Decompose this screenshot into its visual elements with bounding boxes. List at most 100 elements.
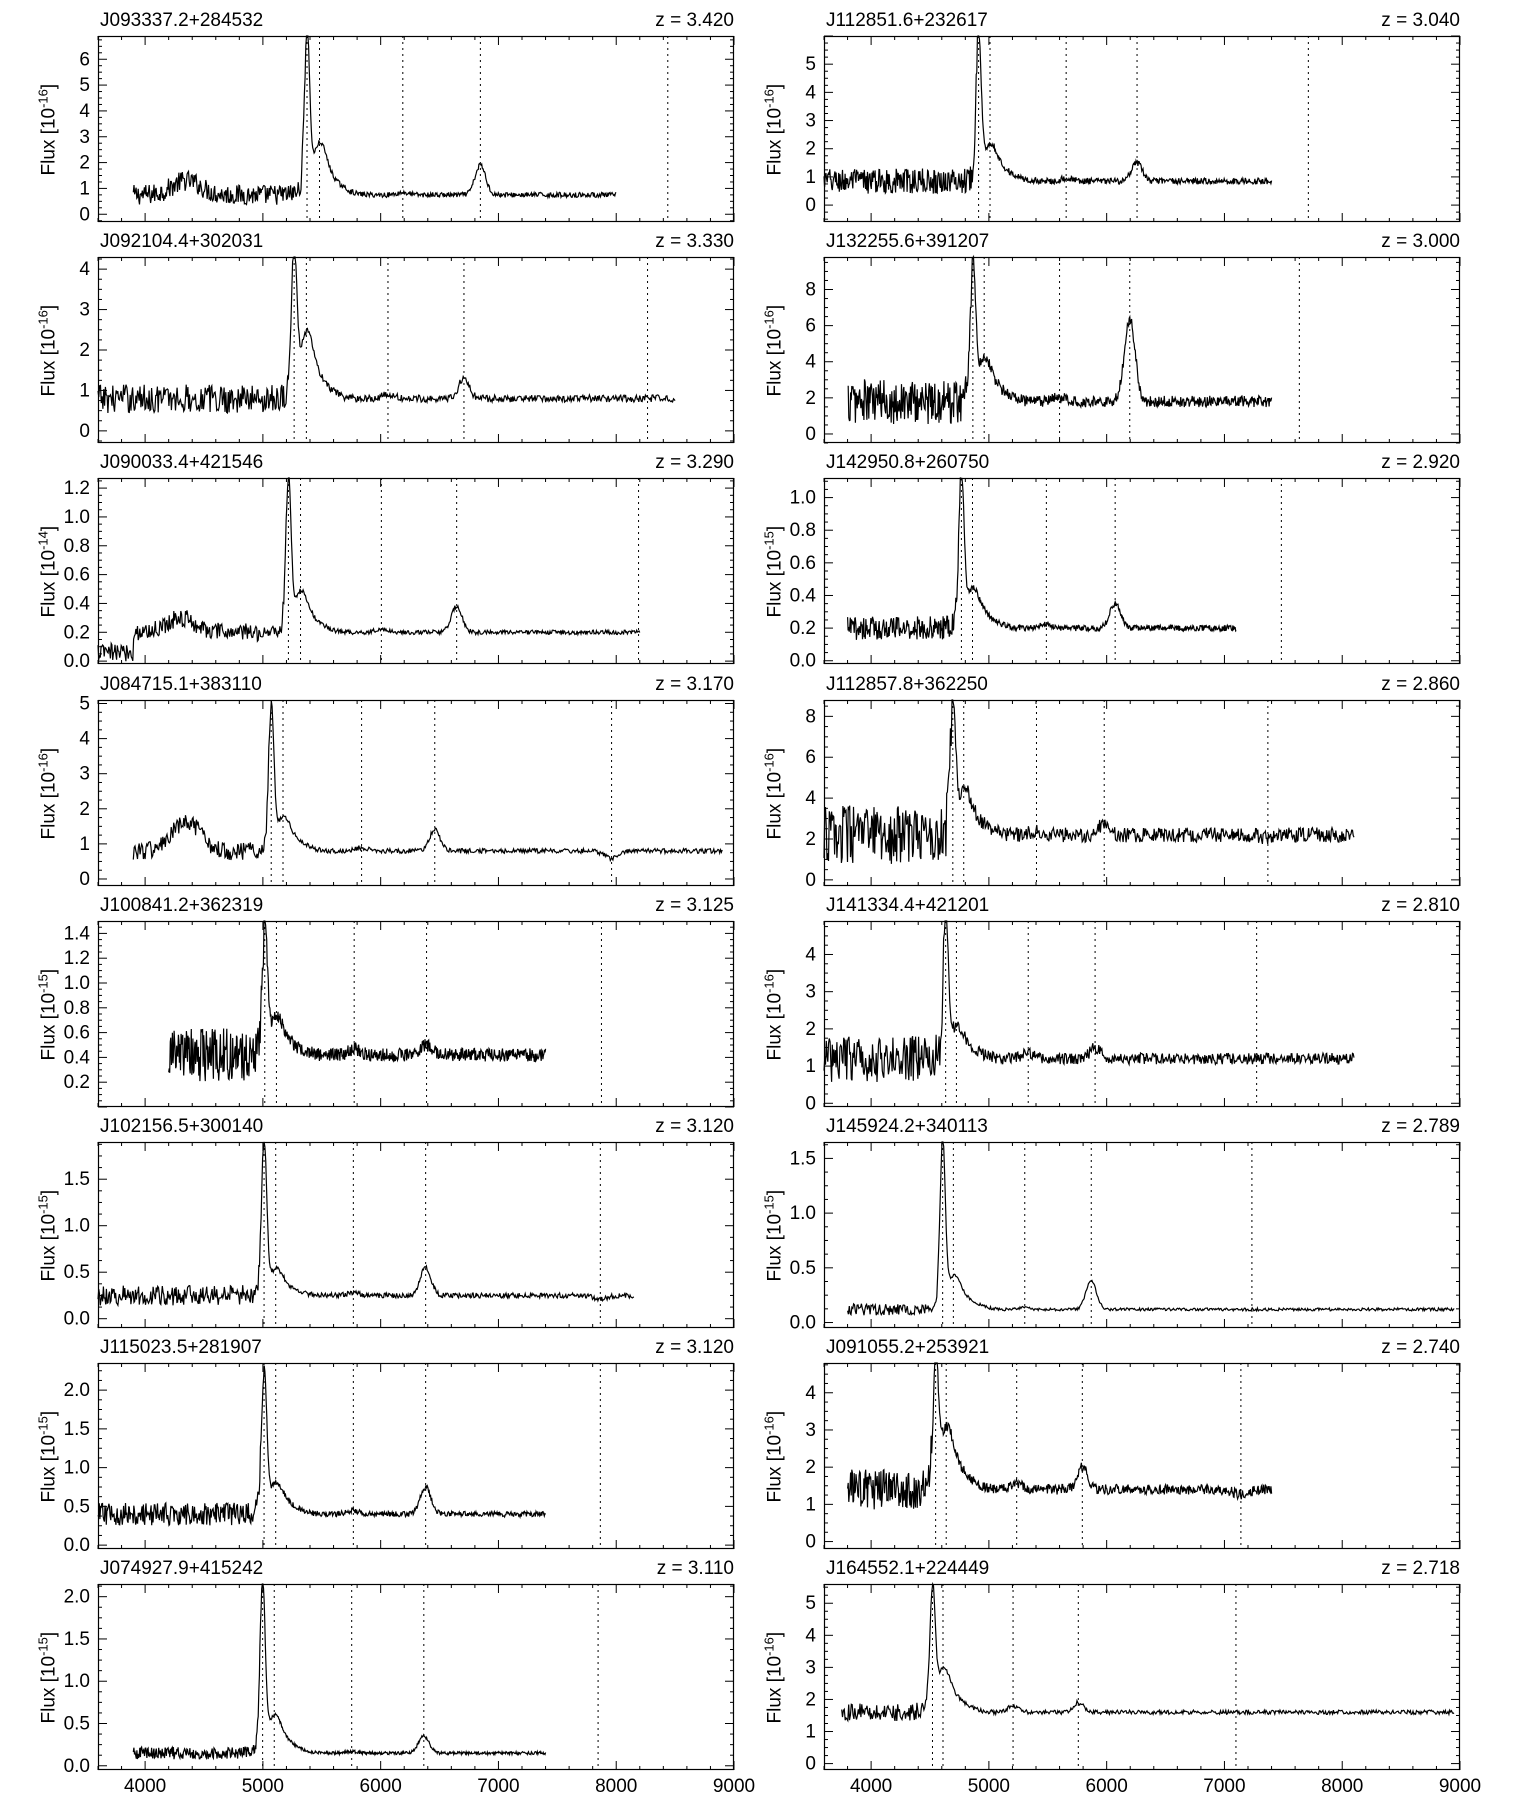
x-tick-label: 5000 — [242, 1776, 284, 1797]
redshift-label: z = 3.110 — [656, 1558, 734, 1580]
panel-title: J112851.6+232617 — [826, 10, 988, 31]
y-tick-label: 0.4 — [64, 594, 91, 615]
y-tick-label: 1 — [79, 178, 90, 199]
y-tick-label: 2.0 — [64, 1380, 90, 1401]
y-tick-label: 4 — [805, 788, 816, 809]
y-axis-label: Flux [10-15] — [35, 1189, 60, 1282]
panel-title: J093337.2+284532 — [100, 10, 264, 31]
spectrum-line — [823, 698, 1355, 864]
y-tick-label: 0.8 — [64, 536, 90, 557]
y-tick-label: 4 — [805, 944, 816, 965]
y-axis-label: Flux [10-16] — [761, 747, 786, 840]
y-tick-label: 5 — [805, 1594, 816, 1615]
x-tick-label: 8000 — [595, 1776, 637, 1797]
spectrum-line — [847, 1141, 1455, 1317]
plot-frame — [97, 1141, 735, 1329]
spectrum-line — [97, 1141, 635, 1308]
y-tick-label: 0.2 — [790, 618, 816, 639]
y-tick-label: 0.0 — [64, 1756, 90, 1777]
x-tick-label: 5000 — [968, 1776, 1010, 1797]
y-tick-label: 3 — [805, 1658, 816, 1679]
y-tick-label: 4 — [79, 101, 90, 122]
redshift-label: z = 3.330 — [655, 231, 734, 253]
y-tick-label: 1.5 — [64, 1419, 90, 1440]
y-tick-label: 8 — [805, 280, 816, 301]
spectrum-plot: 0.0 0.5 1.0 1.5 — [790, 1141, 1461, 1334]
panel-title: J074927.9+415242 — [100, 1558, 264, 1580]
y-tick-label: 0.6 — [64, 1022, 90, 1043]
plot-frame — [97, 920, 735, 1107]
y-tick-label: 5 — [79, 75, 90, 96]
y-axis-label: Flux [10-15] — [35, 968, 60, 1061]
spectrum-plot: 0.0 0.2 0.4 0.6 0.8 1.0 1.2 — [64, 477, 735, 673]
y-tick-label: 0.6 — [64, 565, 90, 586]
y-tick-label: 1 — [805, 1056, 816, 1077]
y-tick-label: 4 — [805, 352, 816, 373]
y-tick-label: 2 — [805, 139, 816, 160]
y-tick-label: 0 — [79, 869, 90, 890]
spectrum-line — [97, 256, 676, 415]
spectrum-plot: 4000 5000 6000 7000 8000 9000 0 1 2 3 4 5 — [805, 1582, 1481, 1797]
y-tick-label: 1 — [805, 1722, 816, 1743]
y-tick-label: 1 — [805, 1495, 816, 1516]
x-tick-label: 7000 — [477, 1776, 519, 1797]
y-tick-label: 6 — [805, 747, 816, 768]
y-tick-label: 0.5 — [790, 1258, 816, 1279]
y-tick-label: 0.0 — [64, 1309, 90, 1330]
plot-frame — [97, 699, 735, 886]
y-tick-label: 1 — [805, 167, 816, 188]
y-tick-label: 0.0 — [64, 652, 90, 673]
y-tick-label: 3 — [79, 300, 90, 321]
y-tick-label: 0 — [805, 869, 816, 890]
panel-title: J084715.1+383110 — [100, 673, 262, 695]
y-tick-label: 1.0 — [64, 1216, 90, 1237]
panel-title: J091055.2+253921 — [826, 1337, 990, 1359]
y-tick-label: 4 — [805, 1626, 816, 1647]
redshift-label: z = 3.420 — [655, 10, 734, 31]
plot-frame — [823, 1141, 1461, 1329]
y-tick-label: 4 — [805, 1383, 816, 1404]
y-tick-label: 3 — [79, 763, 90, 784]
y-tick-label: 1.0 — [790, 1203, 816, 1224]
plot-frame — [97, 35, 735, 223]
redshift-label: z = 3.040 — [1381, 10, 1460, 31]
redshift-label: z = 3.000 — [1381, 231, 1460, 253]
panel-title: J102156.5+300140 — [100, 1116, 264, 1137]
y-tick-label: 1.5 — [64, 1629, 90, 1650]
y-tick-label: 2 — [805, 829, 816, 850]
y-tick-label: 3 — [805, 1420, 816, 1441]
y-tick-label: 0.8 — [790, 521, 816, 542]
y-tick-label: 1.0 — [790, 488, 816, 509]
y-tick-label: 3 — [79, 127, 90, 148]
y-tick-label: 0 — [805, 1754, 816, 1775]
spectrum-line — [132, 35, 617, 206]
y-axis-label: Flux [10-16] — [761, 83, 786, 176]
y-tick-label: 4 — [805, 82, 816, 103]
plot-frame — [823, 35, 1461, 223]
panel-title: J145924.2+340113 — [826, 1116, 988, 1137]
y-tick-label: 2 — [805, 388, 816, 409]
panel-title: J115023.5+281907 — [100, 1337, 262, 1359]
x-tick-label: 4000 — [124, 1776, 166, 1797]
y-tick-label: 0.4 — [790, 586, 817, 607]
y-tick-label: 0 — [805, 1532, 816, 1553]
y-axis-label: Flux [10-15] — [761, 1189, 786, 1282]
y-axis-label: Flux [10-16] — [761, 1411, 786, 1503]
y-axis-label: Flux [10-16] — [761, 305, 786, 397]
redshift-label: z = 3.170 — [655, 673, 734, 695]
y-tick-label: 2 — [79, 153, 90, 174]
spectrum-line — [97, 477, 641, 662]
plot-frame — [97, 1584, 735, 1771]
x-tick-label: 9000 — [713, 1776, 755, 1797]
spectrum-plot: 4000 5000 6000 7000 8000 9000 0.0 0.5 1.0 1.5 2.0 — [64, 1583, 755, 1797]
y-tick-label: 2 — [805, 1457, 816, 1478]
y-tick-label: 5 — [79, 693, 90, 714]
spectrum-line — [841, 1582, 1455, 1723]
x-tick-label: 9000 — [1439, 1776, 1481, 1797]
y-tick-label: 0.2 — [64, 623, 90, 644]
y-tick-label: 2 — [805, 1690, 816, 1711]
spectrum-line — [847, 477, 1237, 641]
y-tick-label: 3 — [805, 111, 816, 132]
y-tick-label: 0.6 — [790, 553, 816, 574]
panel-title: J142950.8+260750 — [826, 452, 990, 474]
